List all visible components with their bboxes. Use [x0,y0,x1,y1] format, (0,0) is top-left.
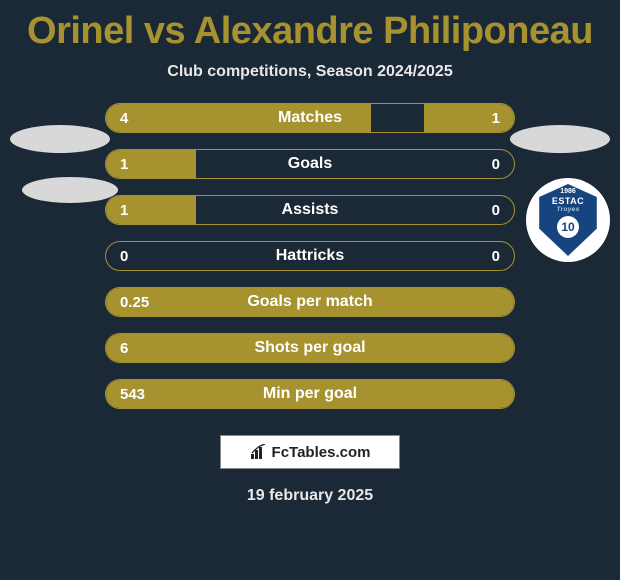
stat-right-value: 0 [460,248,500,265]
player-left-club-placeholder [22,177,118,203]
branding-box[interactable]: FcTables.com [220,435,400,469]
club-badge-shield: 1986 ESTAC Troyes 10 [536,184,600,256]
stat-row: 543Min per goal [105,379,515,409]
subtitle: Club competitions, Season 2024/2025 [0,63,620,81]
branding-text: FcTables.com [272,444,371,461]
player-left-photo-placeholder [10,125,110,153]
stat-row: 4Matches1 [105,103,515,133]
stat-label: Goals per match [106,293,514,311]
stat-row: 1Assists0 [105,195,515,225]
stat-label: Assists [106,201,514,219]
stat-row: 0.25Goals per match [105,287,515,317]
stat-label: Hattricks [106,247,514,265]
stat-row: 6Shots per goal [105,333,515,363]
player-right-photo-placeholder [510,125,610,153]
stat-label: Min per goal [106,385,514,403]
player-right-club-badge: 1986 ESTAC Troyes 10 [526,178,610,262]
stat-label: Goals [106,155,514,173]
club-badge-name: ESTAC [552,196,584,206]
chart-icon [250,444,268,460]
club-badge-year: 1986 [560,188,576,195]
page-title: Orinel vs Alexandre Philiponeau [0,0,620,53]
stat-right-value: 0 [460,202,500,219]
stat-row: 0Hattricks0 [105,241,515,271]
date-text: 19 february 2025 [0,487,620,505]
stat-right-value: 1 [460,110,500,127]
stat-row: 1Goals0 [105,149,515,179]
stat-label: Matches [106,109,514,127]
stat-label: Shots per goal [106,339,514,357]
stat-right-value: 0 [460,156,500,173]
club-badge-city: Troyes [557,206,580,213]
club-badge-number: 10 [557,216,579,238]
